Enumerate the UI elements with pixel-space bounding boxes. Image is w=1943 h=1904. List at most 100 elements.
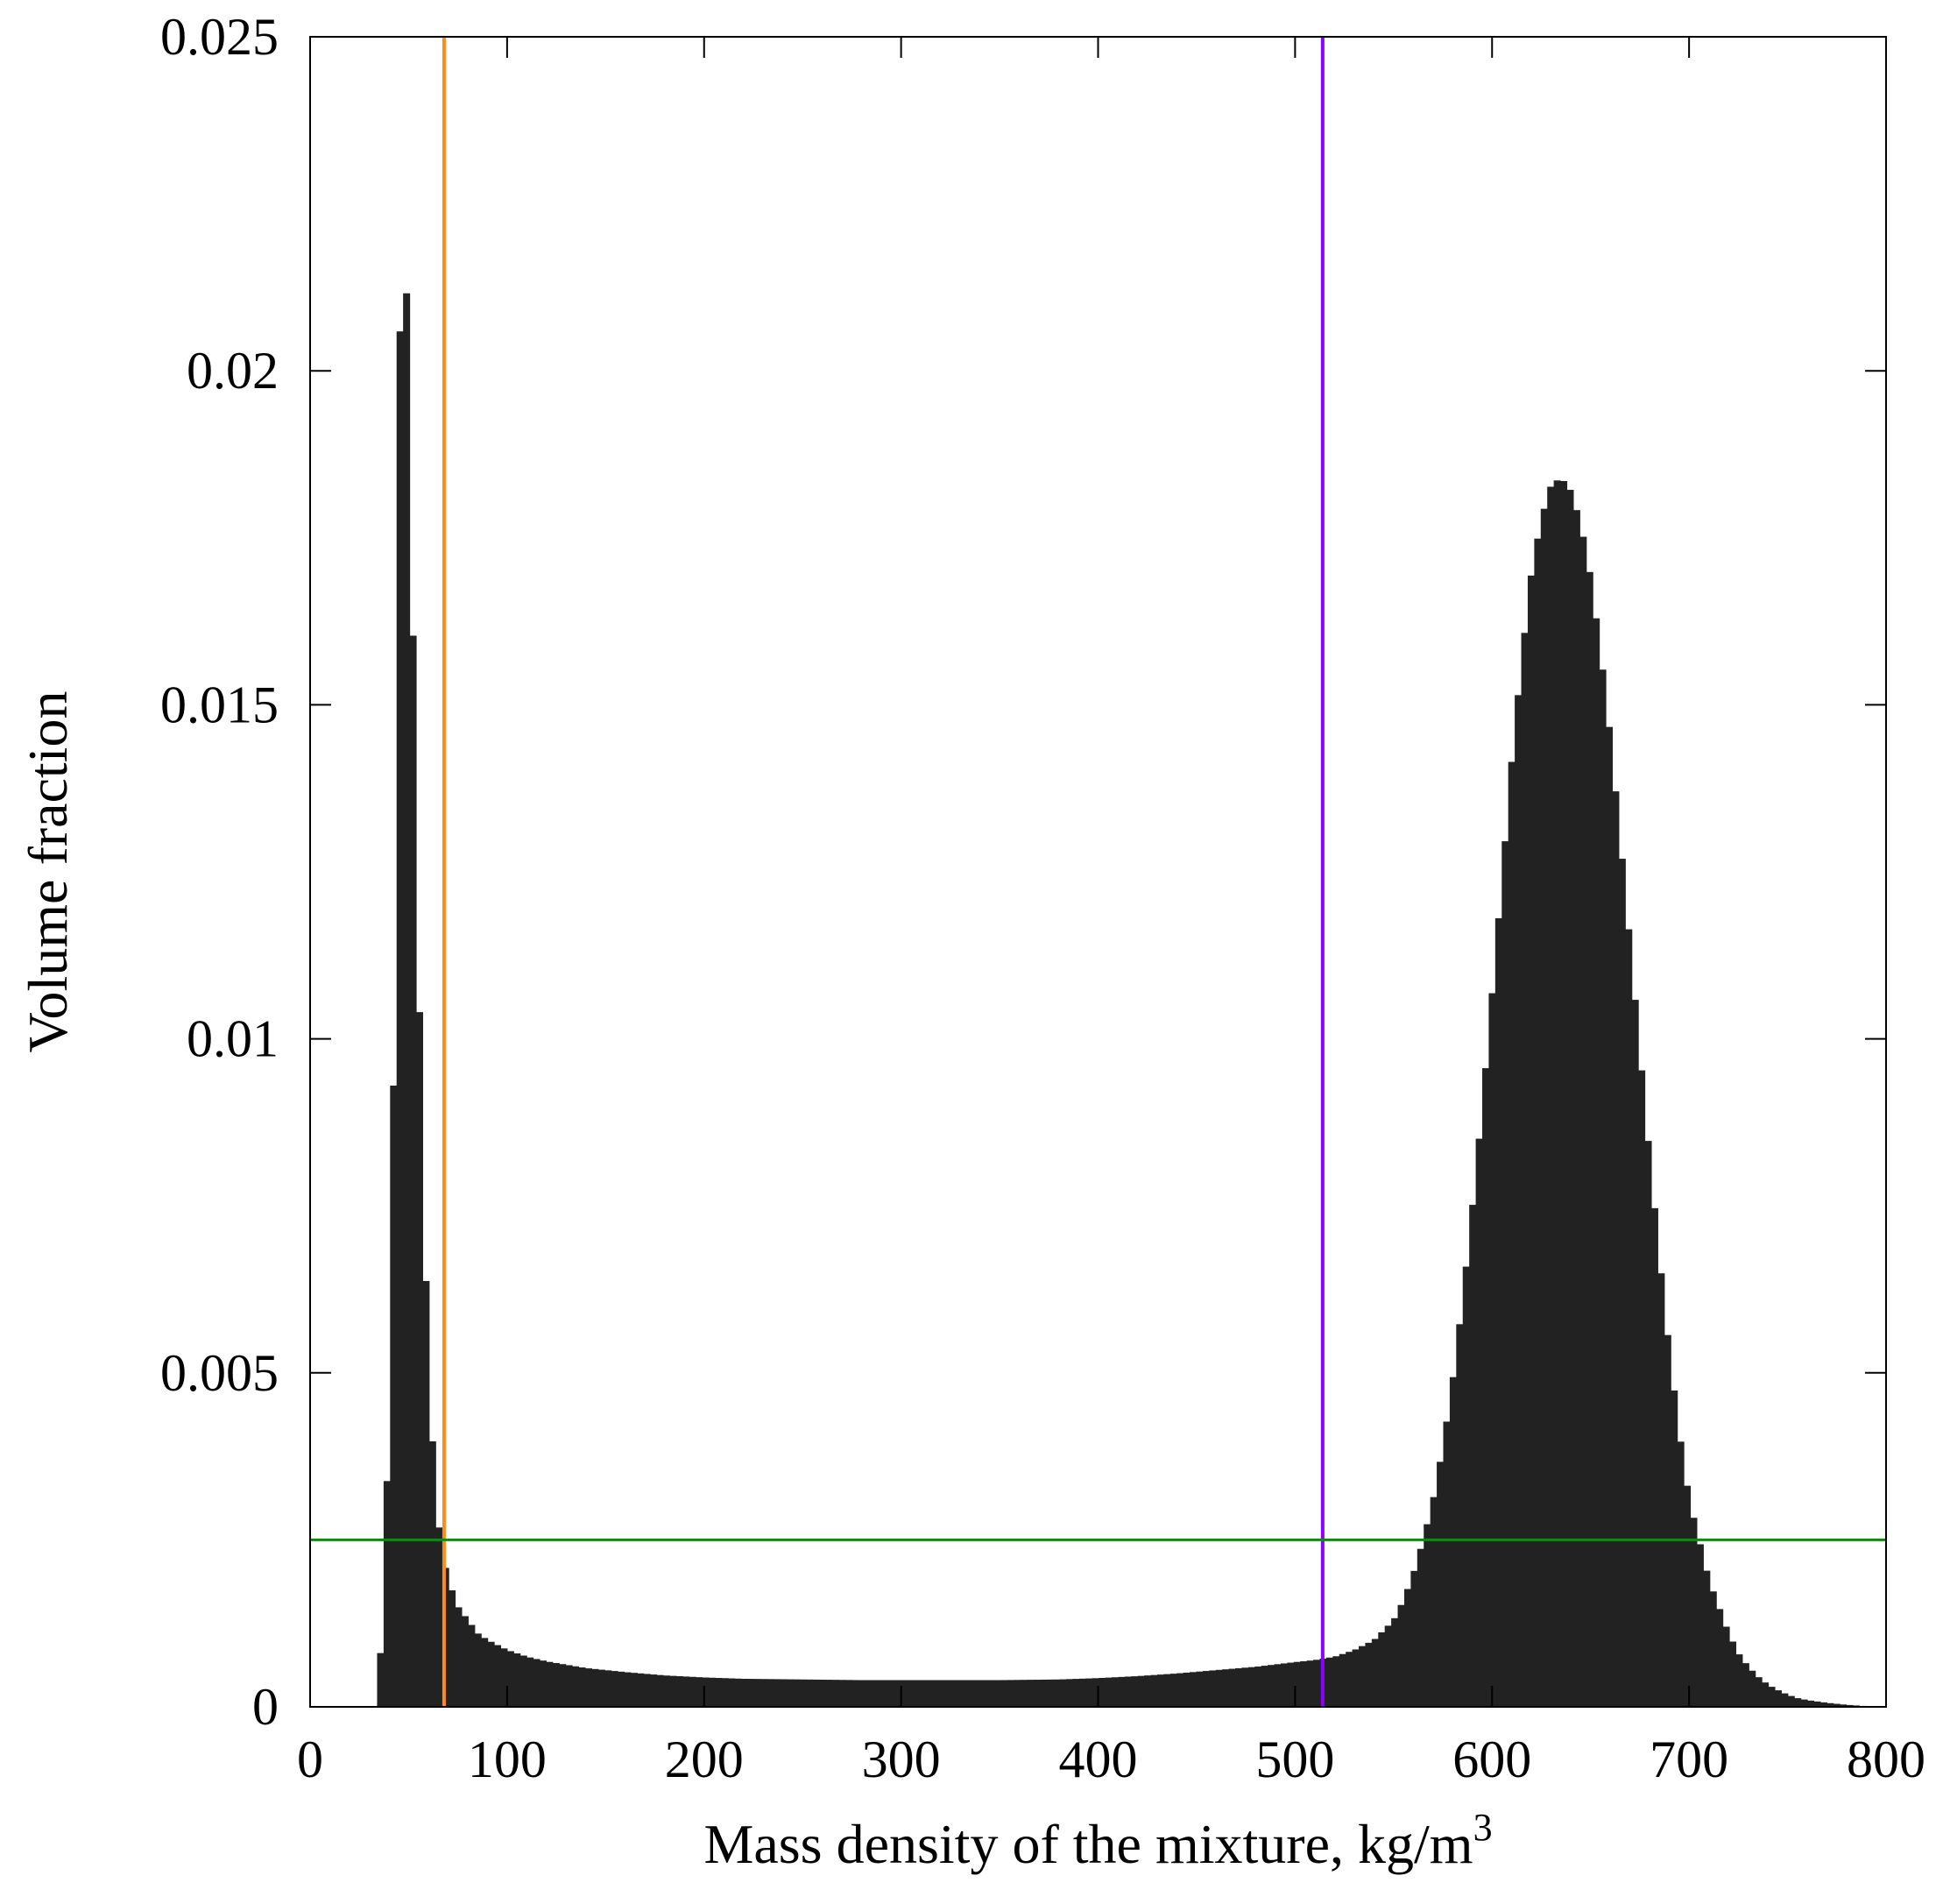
histogram-bar [1657,1273,1665,1707]
x-tick-label: 0 [297,1731,323,1788]
histogram-bar [630,1673,638,1707]
histogram-bar [578,1667,586,1707]
histogram-bar [1846,1704,1854,1707]
histogram-bar [1755,1677,1763,1707]
histogram-bar [1144,1675,1152,1707]
histogram-bar [519,1655,527,1707]
reference-lines [310,37,1886,1707]
histogram-bar [1072,1679,1080,1707]
histogram-bar [1183,1672,1191,1707]
histogram-bar [1000,1680,1008,1707]
histogram-bar [1716,1609,1724,1707]
histogram-bar [1040,1679,1048,1707]
histogram-bar [675,1676,683,1707]
histogram-bar [767,1679,774,1707]
histogram-bar [1046,1679,1054,1707]
histogram-bar [1586,571,1593,1707]
histogram-bar [831,1680,839,1707]
histogram-bar [1840,1704,1848,1707]
histogram-bar [780,1679,788,1707]
x-axis-label: Mass density of the mixture, kg/m3 [703,1806,1492,1875]
histogram-bar [1618,859,1626,1707]
histogram-bar [1768,1687,1776,1707]
histogram-bar [526,1657,534,1707]
histogram-bar [1800,1699,1808,1707]
histogram-bar [1650,1207,1658,1707]
histogram-bar [1488,993,1496,1707]
histogram-bar [656,1674,664,1707]
histogram-bar [1124,1676,1132,1707]
histogram-bar [435,1527,443,1707]
histogram-bar [1664,1334,1671,1707]
histogram-bar [1521,633,1529,1707]
histogram-bar [1813,1701,1821,1707]
histogram-bar [1462,1266,1470,1707]
histogram-bar [506,1651,514,1707]
histogram-bar [1339,1653,1346,1707]
histogram-bar [1449,1377,1457,1707]
histogram-bar [1014,1680,1021,1707]
histogram-bar [1807,1700,1815,1707]
histogram-bar [552,1662,560,1707]
histogram-bar [916,1680,924,1707]
histogram-bar [1105,1677,1113,1707]
histogram-bar [377,1653,385,1707]
histogram-bar [1384,1625,1392,1707]
histogram-bar [1033,1680,1041,1707]
histogram-bar [1268,1665,1275,1707]
histogram-bar [461,1616,469,1707]
histogram-bar [689,1676,696,1707]
x-tick-labels: 0 100 200 300 400 500 600 700 800 [297,1731,1925,1788]
histogram-bar [1762,1682,1770,1707]
y-tick-label: 0.005 [160,1344,279,1402]
histogram-bar [565,1665,573,1707]
histogram-bar [1332,1656,1340,1707]
histogram-bar [1677,1441,1685,1707]
histogram-bar [383,1481,391,1707]
x-tick-label: 500 [1255,1731,1334,1788]
histogram-bar [1131,1676,1139,1707]
histogram-bar [819,1680,827,1707]
histogram-bar [1261,1666,1268,1707]
histogram-bar [422,1280,430,1707]
histogram-bar [1241,1667,1249,1707]
histogram-bar [734,1678,742,1707]
histogram-bar [1456,1324,1464,1707]
histogram-bar [1359,1646,1367,1707]
histogram-bar [838,1680,846,1707]
histogram-bar [1501,841,1509,1707]
plot-frame [309,36,1887,1708]
histogram-bar [1671,1390,1678,1707]
x-axis-label-text: Mass density of the mixture, kg/m [703,1813,1473,1875]
y-tick-label: 0.025 [160,8,279,66]
histogram-bar [936,1680,943,1707]
histogram-bar [747,1679,755,1707]
histogram-bar [1826,1702,1834,1707]
histogram-bar [637,1673,645,1707]
histogram-bar [1833,1703,1841,1707]
histogram-bar [1287,1662,1295,1707]
histogram-bar [1424,1524,1431,1707]
x-tick-label: 200 [665,1731,744,1788]
histogram-bar [1346,1652,1353,1707]
histogram-bar [1099,1677,1106,1707]
x-axis-label-superscript: 3 [1473,1806,1493,1849]
histogram-bar [728,1678,736,1707]
histogram-bar [696,1677,703,1707]
histogram-bar [403,293,411,1707]
histogram-bar [1112,1677,1120,1707]
histogram-bar [1722,1626,1730,1707]
histogram-bar [662,1675,670,1707]
histogram-bar [715,1678,723,1707]
histogram-bar [1515,695,1523,1707]
histogram-bar [1247,1667,1255,1707]
histogram-bar [1553,480,1561,1707]
histogram-bar [481,1638,489,1707]
histogram-bar [474,1633,482,1707]
histogram-bar [988,1680,996,1707]
histogram-bar [1391,1617,1399,1707]
histogram-bar [1228,1668,1236,1707]
histogram-bar [1306,1660,1314,1707]
histogram-bar [1690,1518,1698,1707]
histogram-bar [1196,1671,1204,1707]
